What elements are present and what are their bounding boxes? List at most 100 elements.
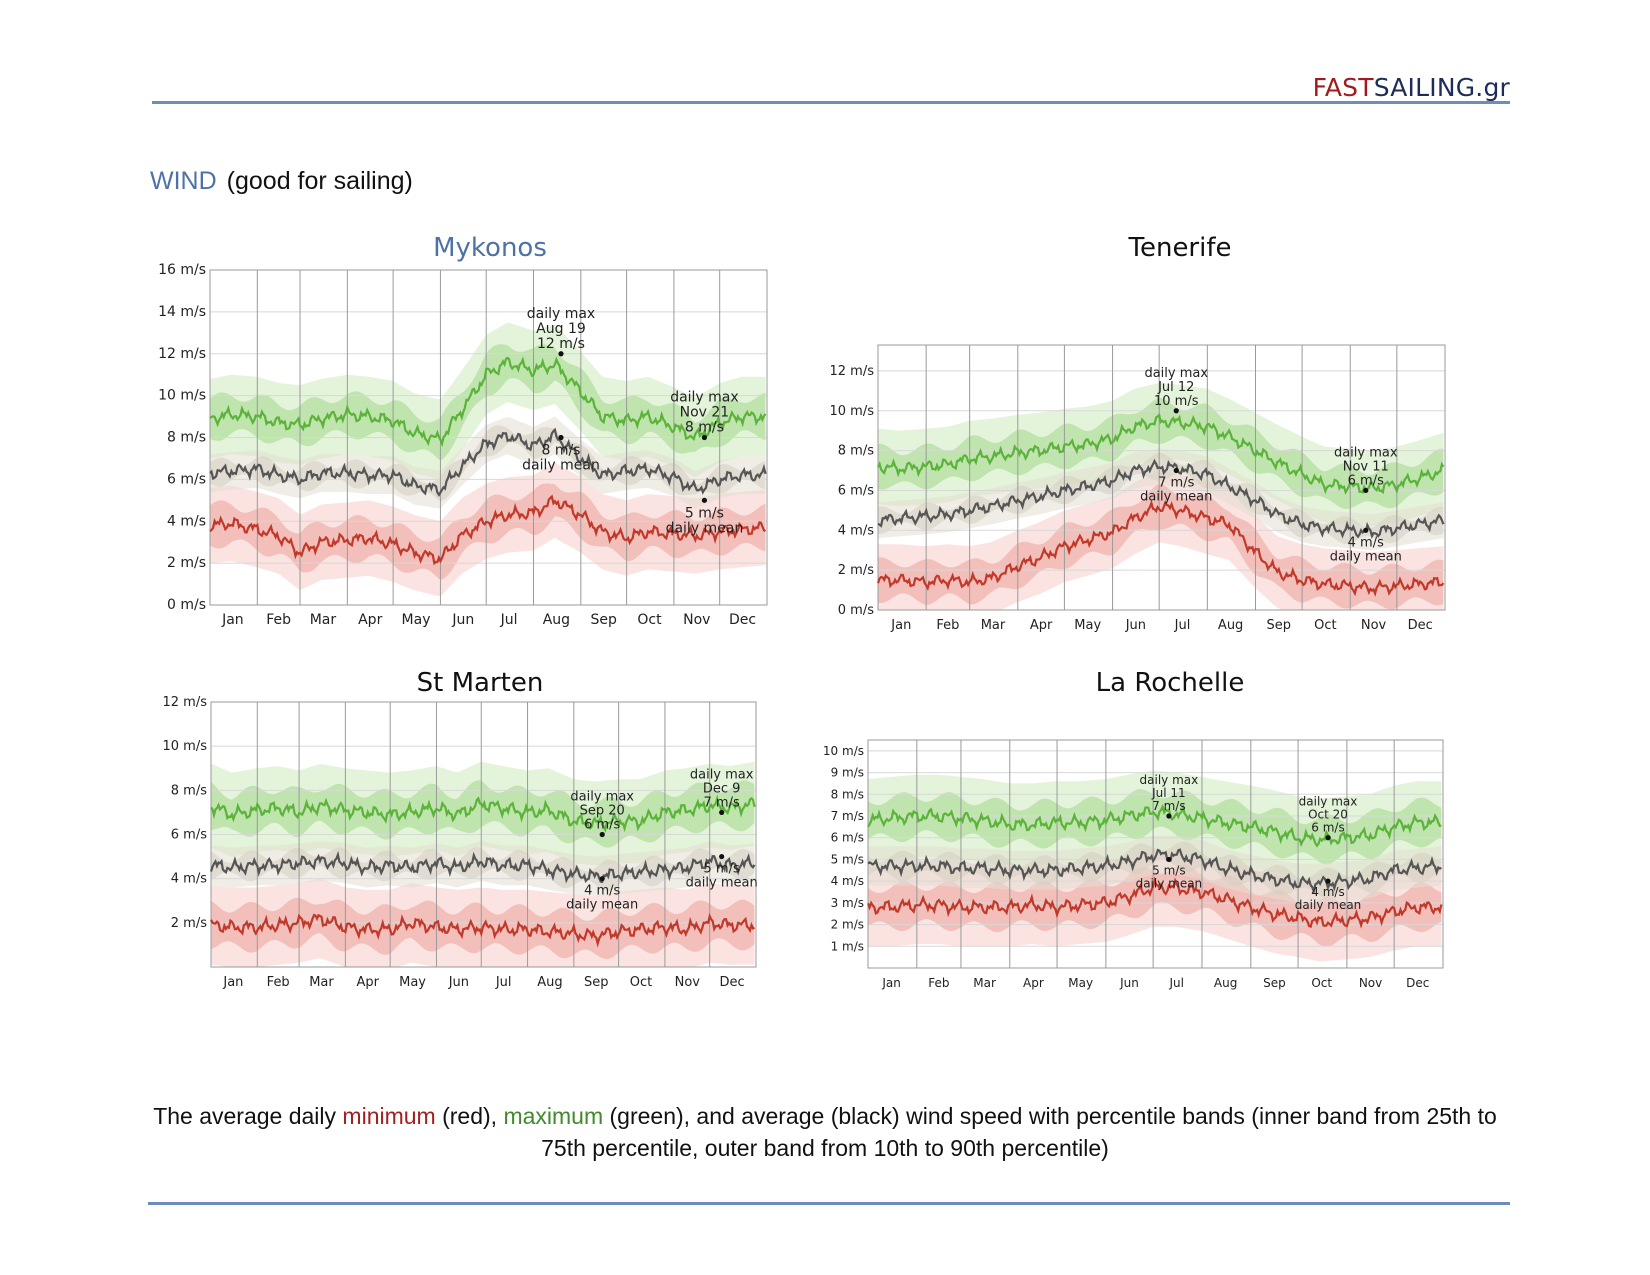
annotation-point [701,497,708,503]
annotation-label: Nov 11 [1343,459,1389,474]
bottom-divider [148,1202,1510,1205]
x-tick-label: Oct [1314,618,1336,633]
x-tick-label: Jun [1125,618,1146,633]
y-tick-label: 4 m/s [838,523,874,538]
fastsailing-logo[interactable]: FASTSAILING.gr [1300,74,1510,104]
caption-part3: (green), and average (black) wind speed … [541,1103,1497,1161]
annotation-label: 7 m/s [704,795,740,810]
annotation-label: 5 m/s [704,862,740,877]
chart-title-tenerife: Tenerife [1128,233,1232,263]
x-tick-label: Sep [1267,618,1292,633]
plot-frame [877,344,1446,611]
y-tick-label: 10 m/s [163,739,208,754]
min-line [209,494,767,566]
y-tick-label: 5 m/s [831,852,864,866]
x-tick-label: Mar [981,618,1006,633]
plot-area: 1 m/s 2 m/s 3 m/s 4 m/s 5 m/s 6 m/s 7 m/s 8 m/s… [823,739,1444,990]
annotation-point [1166,856,1172,863]
x-tick-label: Jun [451,612,474,628]
x-tick-label: Jul [1174,618,1191,633]
annotation-label: Sep 20 [580,804,625,819]
annotation-label: Jul 12 [1157,380,1194,395]
y-tick-label: 4 m/s [167,513,206,529]
y-tick-label: 9 m/s [831,766,864,780]
x-tick-label: Apr [358,612,382,628]
x-tick-label: Dec [720,975,745,990]
annotation-label: 5 m/s [1152,863,1185,877]
annotation-label: daily max [527,306,595,322]
chart-title-st-marten: St Marten [416,668,544,698]
caption-minimum: minimum [342,1103,436,1129]
annotation-label: daily mean [1330,549,1402,564]
y-tick-label: 8 m/s [831,787,864,801]
plot-area: 0 m/s 2 m/s 4 m/s 6 m/s 8 m/s 10 m/s 12 m/s Jan… [830,344,1446,633]
y-tick-label: 6 m/s [167,471,206,487]
x-tick-label: Nov [675,975,701,990]
y-tick-label: 4 m/s [831,874,864,888]
annotation-label: daily max [690,767,754,782]
y-tick-label: 0 m/s [167,597,206,613]
annotation-point [599,876,605,882]
x-tick-label: Feb [936,618,959,633]
x-tick-label: Mar [973,976,996,990]
logo-sailing-text: SAILING.gr [1373,73,1510,102]
x-tick-label: Aug [1214,976,1237,990]
annotation-label: daily max [1334,445,1398,460]
min-line [876,499,1445,597]
x-tick-label: Jan [890,618,911,633]
max-line [210,794,756,833]
y-tick-label: 8 m/s [838,444,874,459]
x-tick-label: May [1068,976,1093,990]
annotation-label: daily max [1144,366,1208,381]
annotation-label: Nov 21 [680,405,730,421]
x-tick-label: Dec [729,612,756,628]
x-tick-label: Feb [267,975,290,990]
caption-maximum: maximum [503,1103,604,1129]
x-tick-label: Jul [1169,976,1184,990]
x-tick-label: Jul [495,975,512,990]
x-tick-label: Apr [357,975,380,990]
y-tick-label: 10 m/s [830,404,875,419]
section-heading: WIND (good for sailing) [150,167,413,196]
y-tick-label: 6 m/s [171,828,207,843]
annotation-label: daily mean [1295,898,1362,912]
annotation-point [1173,408,1179,414]
y-tick-label: 4 m/s [171,872,207,887]
annotation-label: Aug 19 [536,321,586,337]
y-tick-label: 6 m/s [831,831,864,845]
annotation-label: 4 m/s [1348,535,1384,550]
annotation-label: 5 m/s [685,505,724,521]
y-tick-label: 3 m/s [831,896,864,910]
y-tick-label: 12 m/s [158,346,206,362]
x-tick-label: Dec [1408,618,1433,633]
x-tick-label: Feb [266,612,291,628]
annotation-label: 4 m/s [1311,885,1344,899]
annotation-label: 4 m/s [584,884,620,899]
annotation-point [1173,467,1179,474]
plot-frame [210,701,757,968]
annotation-label: daily max [570,790,634,805]
annotation-point [558,351,564,357]
plot-frame [867,739,1444,969]
annotation-label: daily max [1140,773,1199,787]
x-tick-label: Mar [310,612,337,628]
caption-part1: The average daily [153,1103,343,1129]
plot-frame [209,269,768,606]
annotation-point [599,831,605,838]
x-tick-label: Nov [683,612,710,628]
chart-caption: The average daily minimum (red), maximum… [140,1100,1510,1164]
annotation-point [1325,878,1331,884]
y-tick-label: 6 m/s [838,483,874,498]
x-tick-label: Aug [1218,618,1243,633]
logo-fast-text: FAST [1312,73,1374,102]
chart-title-mykonos: Mykonos [433,233,547,263]
min-line [210,912,756,948]
max-line [867,803,1442,848]
annotation-label: 8 m/s [541,443,580,459]
annotation-label: 6 m/s [1311,821,1344,835]
annotation-label: daily mean [1140,490,1212,505]
